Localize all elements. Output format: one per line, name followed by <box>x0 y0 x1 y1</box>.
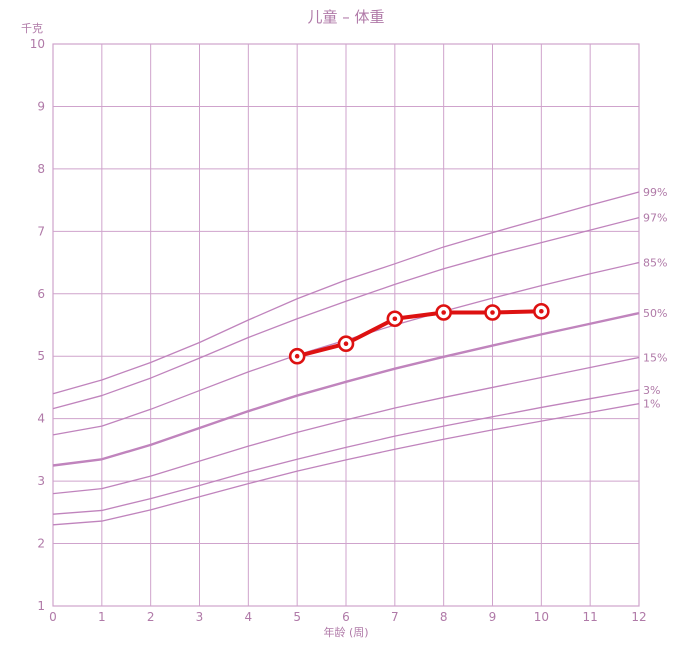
x-tick-label: 3 <box>196 610 204 624</box>
x-tick-label: 12 <box>631 610 646 624</box>
y-tick-label: 1 <box>37 599 45 613</box>
child-weight-point-dot <box>490 310 495 315</box>
x-tick-label: 6 <box>342 610 350 624</box>
y-tick-label: 3 <box>37 474 45 488</box>
x-tick-label: 1 <box>98 610 106 624</box>
x-axis-label: 年龄 (周) <box>323 625 368 639</box>
x-tick-label: 9 <box>489 610 497 624</box>
child-weight-point-dot <box>539 308 544 314</box>
percentile-label: 1% <box>643 398 660 411</box>
child-weight-point-dot <box>441 310 446 315</box>
y-tick-label: 10 <box>30 37 45 51</box>
percentile-line <box>52 191 640 395</box>
chart-title: 儿童 – 体重 <box>307 8 384 26</box>
y-tick-label: 8 <box>37 162 45 176</box>
percentile-line <box>52 311 640 467</box>
x-tick-label: 5 <box>293 610 301 624</box>
percentile-line <box>52 216 640 410</box>
plot-frame <box>52 43 640 607</box>
y-tick-label: 7 <box>37 224 45 238</box>
child-weight-point-dot <box>392 316 398 322</box>
x-tick-label: 7 <box>391 610 399 624</box>
x-tick-label: 11 <box>583 610 598 624</box>
y-tick-label: 2 <box>37 537 45 551</box>
percentile-label: 15% <box>643 351 667 364</box>
percentile-line <box>52 403 640 526</box>
percentile-label: 50% <box>643 307 667 320</box>
percentile-line <box>52 389 640 515</box>
y-tick-label: 4 <box>37 412 45 426</box>
percentile-label: 97% <box>643 212 667 225</box>
x-tick-label: 8 <box>440 610 448 624</box>
x-tick-label: 4 <box>245 610 253 624</box>
percentile-label: 99% <box>643 186 667 199</box>
percentile-label: 3% <box>643 384 660 397</box>
x-tick-label: 2 <box>147 610 155 624</box>
y-tick-label: 5 <box>37 349 45 363</box>
percentile-line <box>52 356 640 495</box>
y-tick-label: 6 <box>37 287 45 301</box>
x-tick-label: 10 <box>534 610 549 624</box>
percentile-label: 85% <box>643 257 667 270</box>
child-weight-point-dot <box>294 353 300 359</box>
y-axis-label: 千克 <box>21 22 43 35</box>
x-tick-label: 0 <box>49 610 57 624</box>
child-weight-point-dot <box>343 341 349 347</box>
y-tick-label: 9 <box>37 99 45 113</box>
